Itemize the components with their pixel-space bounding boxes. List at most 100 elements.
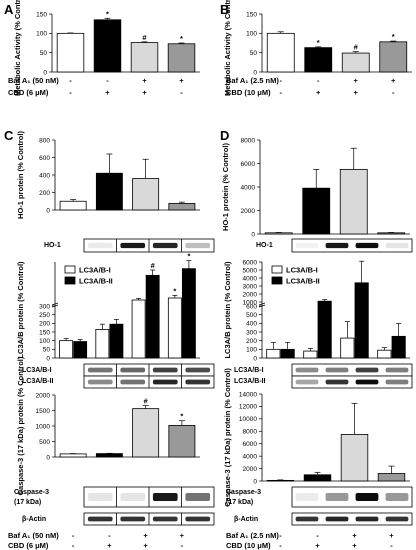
blot-band xyxy=(355,379,379,385)
baf-sign: - xyxy=(279,531,282,540)
bar xyxy=(181,268,196,359)
y-tick-label: 0 xyxy=(253,478,257,485)
significance-marker: * xyxy=(180,412,183,421)
significance-marker: * xyxy=(317,38,320,47)
blot-label-casp-c2: (17 kDa) xyxy=(14,499,41,506)
blot-band xyxy=(185,379,211,385)
cbd-sign: - xyxy=(279,541,282,550)
cbd-sign: - xyxy=(390,541,393,550)
bar xyxy=(341,52,370,73)
blot-band xyxy=(295,493,319,501)
blot-band xyxy=(185,516,211,522)
blot-band xyxy=(295,367,319,373)
bar xyxy=(59,453,87,458)
blot-band xyxy=(120,379,146,385)
blot-band xyxy=(185,367,211,373)
y-tick-label: 0 xyxy=(46,207,50,214)
y-tick-label: 600 xyxy=(39,155,50,162)
y-tick-label: 50 xyxy=(250,50,258,57)
y-tick-label: 50 xyxy=(43,347,51,354)
bar xyxy=(266,479,295,482)
blot-strip xyxy=(291,512,413,526)
y-tick-label: 150 xyxy=(246,11,257,18)
blot-band xyxy=(152,242,178,249)
blot-band xyxy=(385,493,409,501)
bar xyxy=(340,337,355,359)
baf-sign: - xyxy=(106,76,109,85)
cbd-sign: + xyxy=(107,541,112,550)
cbd-sign: - xyxy=(280,88,283,97)
bar xyxy=(280,348,295,359)
y-tick-label: 8000 xyxy=(241,137,256,144)
bar xyxy=(145,274,160,359)
bar xyxy=(168,424,196,458)
bar xyxy=(303,350,318,359)
bar xyxy=(132,408,160,458)
baf-label-a: Baf A₁ (50 nM) xyxy=(8,76,59,85)
cbd-sign: - xyxy=(72,541,75,550)
y-tick-label: 5000 xyxy=(243,267,258,274)
blot-band xyxy=(87,242,113,249)
baf-sign: + xyxy=(142,76,147,85)
bar xyxy=(264,232,293,235)
blot-band xyxy=(152,379,178,385)
legend-swatch xyxy=(271,276,283,285)
blot-band xyxy=(120,493,146,501)
legend-label: LC3A/B-II xyxy=(79,277,113,286)
bar xyxy=(304,47,333,73)
blot-label-casp-d: Caspase-3 xyxy=(226,489,261,496)
y-tick-label: 6000 xyxy=(243,259,258,266)
y-tick-label: 0 xyxy=(43,69,47,76)
y-tick-label: 0 xyxy=(251,231,255,238)
significance-marker: * xyxy=(173,286,176,295)
y-tick-label: 1000 xyxy=(243,299,258,306)
baf-sign: - xyxy=(317,76,320,85)
cbd-sign: + xyxy=(142,88,147,97)
axis-break xyxy=(51,304,59,308)
cbd-sign: + xyxy=(143,541,148,550)
y-tick-label: 0 xyxy=(253,355,257,362)
legend-label: LC3A/B-I xyxy=(286,266,318,275)
blot-band xyxy=(385,242,409,249)
y-tick-label: 2000 xyxy=(243,291,258,298)
bar xyxy=(93,19,122,73)
y-tick-label: 4000 xyxy=(243,275,258,282)
blot-band xyxy=(87,516,113,522)
bar xyxy=(339,168,368,235)
y-tick-label: 0 xyxy=(253,69,257,76)
blot-band xyxy=(120,516,146,522)
blot-band xyxy=(87,367,113,373)
y-tick-label: 300 xyxy=(39,303,50,310)
blot-band xyxy=(355,493,379,501)
y-axis-label: HO-1 protein (% Control) xyxy=(16,131,25,219)
legend-swatch xyxy=(271,265,283,274)
blot-label-lc3i-d: LC3A/B-I xyxy=(234,367,264,374)
blot-band xyxy=(385,367,409,373)
blot-strip xyxy=(291,238,413,253)
baf-sign: + xyxy=(352,531,357,540)
axis-break xyxy=(258,304,266,308)
blot-strip xyxy=(291,486,413,508)
bar xyxy=(95,453,123,458)
baf-sign: - xyxy=(280,76,283,85)
axis-break xyxy=(51,302,59,306)
baf-sign: - xyxy=(108,531,111,540)
baf-label-b: Baf A₁ (2.5 nM) xyxy=(226,76,279,85)
western-blots xyxy=(83,238,413,526)
bar xyxy=(167,43,196,73)
y-tick-label: 6000 xyxy=(243,441,258,448)
blot-band xyxy=(152,493,178,501)
cbd-label-d: CBD (10 μM) xyxy=(226,541,271,550)
y-tick-label: 150 xyxy=(36,11,47,18)
y-tick-label: 500 xyxy=(246,312,257,319)
cbd-label-a: CBD (6 μM) xyxy=(8,88,49,97)
blot-band xyxy=(295,242,319,249)
chart-c-caspase3: 0 500 1000 1500 2000 Caspase-3 (17 kDa) prote… xyxy=(16,356,200,495)
baf-sign: - xyxy=(72,531,75,540)
baf-sign: + xyxy=(389,531,394,540)
legend-swatch xyxy=(64,265,76,274)
bar xyxy=(59,340,74,359)
y-tick-label: 200 xyxy=(39,190,50,197)
blot-band xyxy=(87,493,113,501)
